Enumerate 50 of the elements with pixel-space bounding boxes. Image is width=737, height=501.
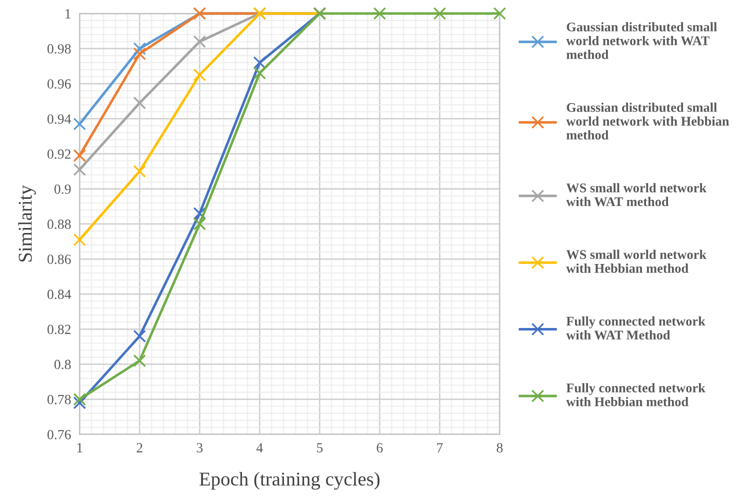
point [133,47,146,60]
y-axis-title: Similarity [18,185,36,262]
point [193,68,206,82]
y-tick-label: 0.94 [47,114,72,124]
point [193,35,206,48]
x-tick-label: 6 [376,443,383,452]
point [73,163,86,176]
point [73,118,86,130]
legend-label: Gaussian distributed small world network with Hebbian method [566,102,730,140]
point [73,149,86,162]
x-tick-label: 8 [496,443,503,452]
point [253,66,266,80]
point [133,164,146,178]
point [373,7,386,20]
x-tick-label: 3 [196,443,203,452]
point [133,42,146,55]
point [133,330,146,343]
y-tick-label: 0.88 [47,220,71,229]
x-tick-label: 2 [136,443,142,452]
legend-label: Fully connected network with WAT Method [566,316,706,340]
legend-label: WS small world network with Hebbian method [566,250,706,273]
point [433,7,446,20]
y-tick-label: 0.84 [47,290,72,300]
x-tick-label: 5 [316,443,323,452]
y-tick-label: 0.86 [47,254,71,264]
y-tick-label: 0.96 [47,79,71,89]
point [133,354,146,368]
x-axis-title: Epoch (training cycles) [199,472,380,490]
point [73,233,86,246]
point [193,207,206,220]
y-tick-label: 1 [66,9,70,18]
x-tick-label: 1 [77,443,82,452]
y-tick-label: 0.98 [47,44,71,54]
legend-label: WS small world network with WAT method [566,183,706,206]
legend-label: Fully connected network with Hebbian method [566,383,706,406]
y-tick-label: 0.9 [54,184,71,194]
point [133,96,146,110]
point [253,56,266,70]
x-tick-label: 7 [437,443,443,452]
legend-label: Gaussian distributed small world network with WAT method [566,22,717,60]
point [193,218,206,230]
y-tick-label: 0.78 [47,394,71,404]
y-tick-label: 0.76 [47,430,71,440]
point [73,396,86,410]
y-tick-label: 0.8 [54,360,71,370]
point [73,392,86,406]
point [493,7,506,20]
x-tick-label: 4 [256,443,263,452]
y-tick-label: 0.82 [47,324,70,334]
y-tick-label: 0.92 [47,149,70,159]
